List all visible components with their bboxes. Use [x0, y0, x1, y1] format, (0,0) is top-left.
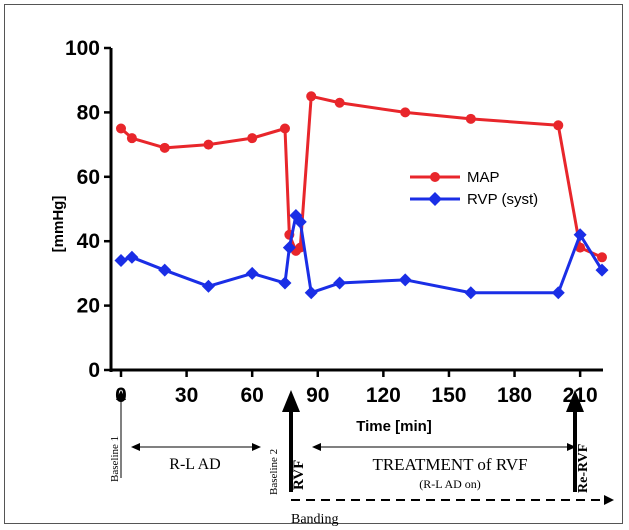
x-axis-title: Time [min] — [356, 418, 432, 435]
x-tick-label: 150 — [431, 384, 466, 407]
banding-arrowhead — [604, 495, 614, 505]
legend-rvp-label: RVP (syst) — [467, 191, 538, 208]
rvp-data-point — [551, 286, 565, 300]
treatment-label: TREATMENT of RVF — [372, 455, 527, 474]
map-series-line — [120, 94, 603, 259]
rvp-data-point — [282, 241, 296, 255]
rl-ad-arrowhead-left — [131, 443, 140, 451]
rvp-series-line — [120, 213, 604, 295]
map-data-point — [203, 139, 214, 150]
x-tick-label: 180 — [497, 384, 532, 407]
rl-ad-arrowhead-right — [252, 443, 261, 451]
rvp-data-point — [595, 263, 609, 277]
legend-map-label: MAP — [467, 169, 500, 186]
rvp-data-point — [114, 254, 128, 268]
figure-frame — [4, 4, 623, 524]
map-data-point — [159, 142, 170, 153]
rl-ad-label: R-L AD — [169, 456, 220, 473]
y-tick-label: 100 — [65, 37, 100, 60]
y-tick-label: 40 — [77, 230, 100, 253]
x-tick-label: 90 — [306, 384, 329, 407]
treatment-sub-label: (R-L AD on) — [419, 477, 481, 491]
map-data-point — [279, 123, 290, 134]
banding-label: Banding — [291, 512, 338, 527]
y-axis-ticks: 0 20 40 60 80 100 — [65, 37, 111, 382]
rvp-data-point — [573, 228, 587, 242]
legend: MAP RVP (syst) — [410, 169, 538, 208]
y-tick-label: 60 — [77, 166, 100, 189]
rvp-data-point — [333, 276, 347, 290]
rvp-data-point — [245, 266, 259, 280]
baseline2-label: Baseline 2 — [268, 449, 280, 495]
treatment-arrowhead-left — [312, 443, 321, 451]
map-data-point — [400, 107, 411, 118]
legend-map-marker — [430, 172, 440, 182]
map-data-point — [334, 97, 345, 108]
y-tick-label: 80 — [77, 101, 100, 124]
map-data-point — [597, 252, 607, 263]
map-data-point — [306, 91, 317, 102]
y-axis-title: [mmHg] — [50, 196, 67, 253]
baseline1-arrowhead — [116, 390, 126, 400]
y-tick-label: 0 — [88, 359, 100, 382]
rvp-data-point — [201, 279, 215, 293]
series-layer — [114, 91, 609, 300]
map-data-point — [116, 123, 126, 134]
rvp-data-point — [125, 250, 139, 264]
map-data-point — [465, 113, 476, 124]
treatment-arrowhead-right — [567, 443, 576, 451]
y-tick-label: 20 — [77, 295, 100, 318]
rvp-data-point — [464, 286, 478, 300]
baseline1-label: Baseline 1 — [109, 436, 121, 482]
rvp-data-point — [278, 276, 292, 290]
rvp-data-point — [158, 263, 172, 277]
rvp-data-point — [293, 215, 307, 229]
rvf-arrowhead — [282, 390, 300, 412]
legend-rvp-marker — [428, 192, 442, 206]
rvp-data-point — [398, 273, 412, 287]
map-data-point — [553, 120, 564, 131]
timeline-annotations: Baseline 1 R-L AD Baseline 2 RVF TREATME… — [109, 390, 614, 527]
rvf-label: RVF — [291, 460, 307, 490]
re-rvf-label: Re-RVF — [576, 444, 591, 493]
rvp-data-point — [304, 286, 318, 300]
map-data-point — [126, 133, 137, 144]
map-data-point — [247, 133, 258, 144]
x-tick-label: 30 — [175, 384, 198, 407]
x-tick-label: 120 — [366, 384, 401, 407]
x-tick-label: 60 — [241, 384, 264, 407]
re-rvf-arrowhead — [566, 390, 584, 412]
